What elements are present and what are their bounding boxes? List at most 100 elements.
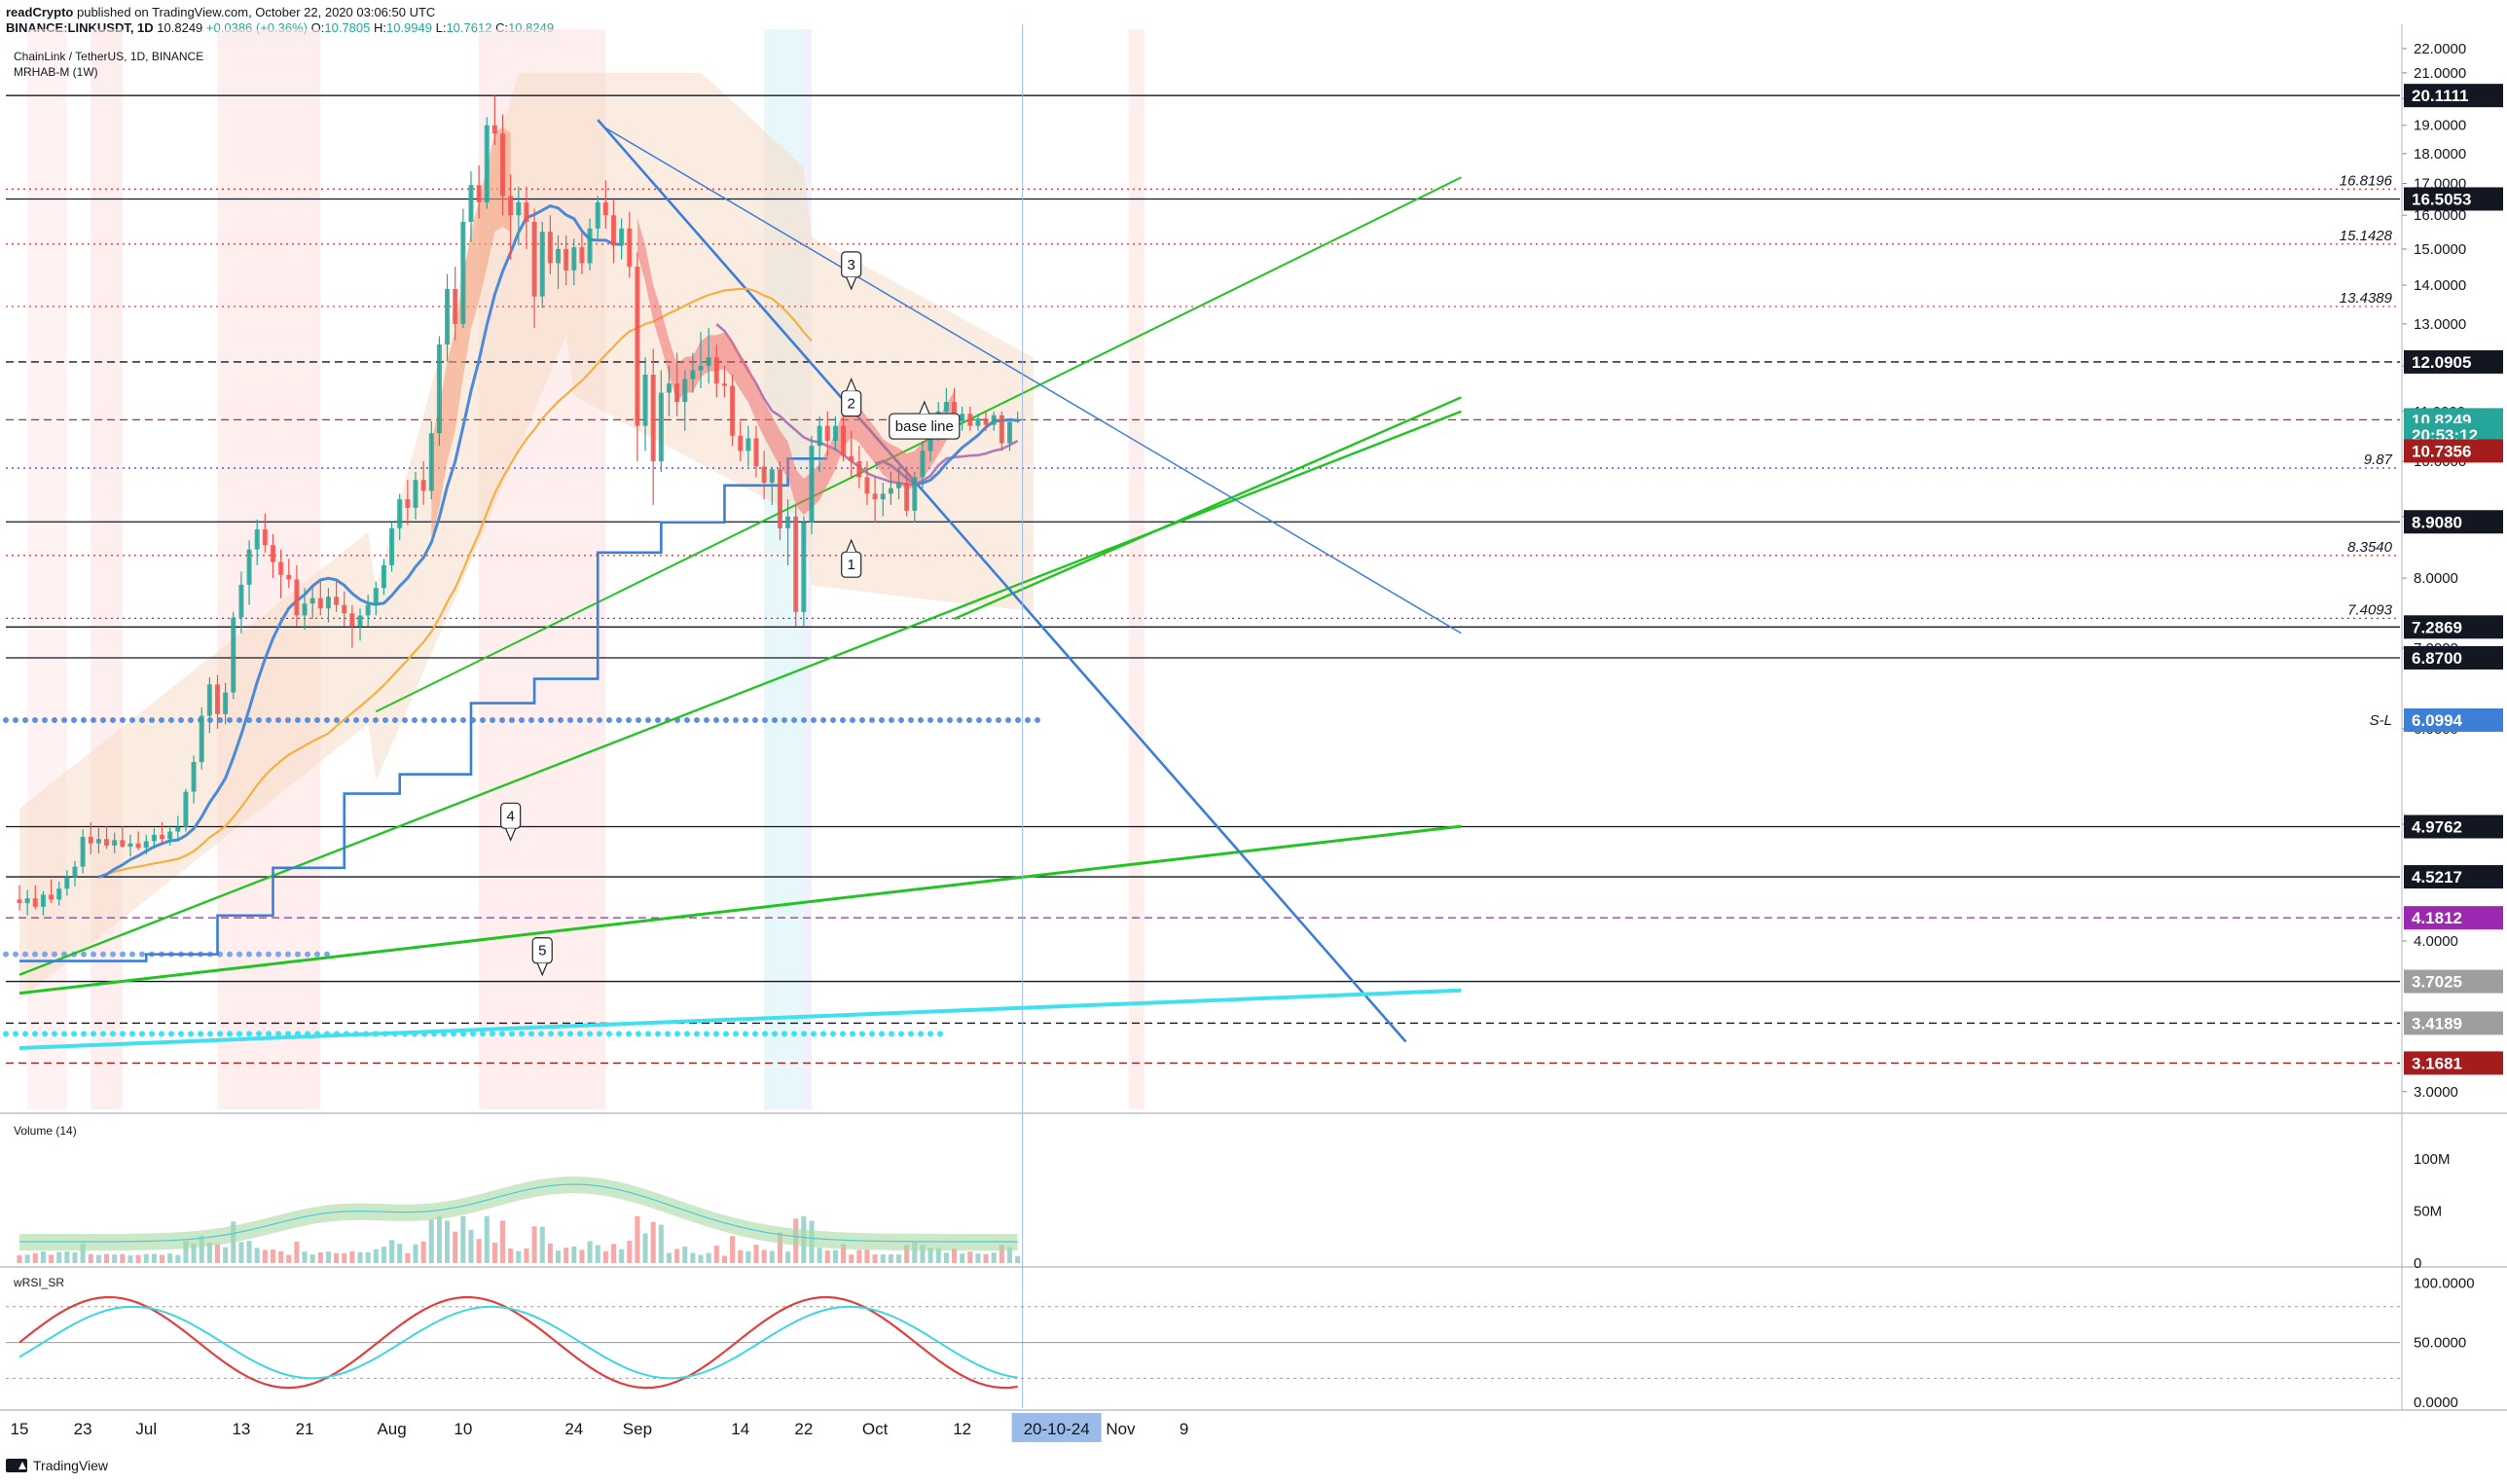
candle-body[interactable]: [587, 228, 593, 264]
candle-body[interactable]: [555, 248, 562, 264]
candle-body[interactable]: [294, 579, 300, 616]
candle-body[interactable]: [635, 267, 640, 426]
candle-body[interactable]: [143, 841, 149, 849]
candle-body[interactable]: [56, 888, 62, 900]
candle-body[interactable]: [24, 898, 30, 904]
candle-body[interactable]: [872, 493, 878, 500]
candle-body[interactable]: [484, 125, 490, 202]
candle-body[interactable]: [832, 425, 838, 441]
candle-body[interactable]: [32, 898, 38, 907]
candle-body[interactable]: [920, 451, 926, 478]
candle-body[interactable]: [904, 483, 910, 511]
candle-body[interactable]: [698, 365, 704, 371]
candle-body[interactable]: [817, 425, 822, 447]
candle-body[interactable]: [95, 839, 101, 844]
candle-body[interactable]: [761, 466, 767, 484]
candle-body[interactable]: [373, 588, 379, 605]
candle-body[interactable]: [436, 344, 442, 434]
candle-body[interactable]: [602, 201, 608, 216]
candle-body[interactable]: [801, 522, 807, 612]
candle-body[interactable]: [357, 615, 363, 627]
candle-body[interactable]: [270, 545, 276, 562]
candle-body[interactable]: [738, 435, 744, 452]
candle-body[interactable]: [254, 529, 260, 550]
candle-body[interactable]: [745, 438, 751, 452]
candle-body[interactable]: [238, 584, 244, 618]
candle-body[interactable]: [730, 385, 736, 436]
candle-body[interactable]: [809, 446, 815, 523]
candle-body[interactable]: [286, 574, 292, 580]
candle-body[interactable]: [309, 597, 315, 604]
candle-body[interactable]: [175, 827, 181, 832]
candle-body[interactable]: [127, 843, 133, 848]
candle-body[interactable]: [135, 843, 141, 849]
candle-body[interactable]: [927, 430, 933, 452]
candle-body[interactable]: [246, 549, 252, 585]
candle-body[interactable]: [682, 379, 688, 403]
candle-body[interactable]: [88, 837, 93, 844]
candle-body[interactable]: [967, 414, 973, 426]
candle-body[interactable]: [199, 715, 204, 763]
candle-body[interactable]: [888, 488, 893, 494]
candle-body[interactable]: [793, 516, 799, 612]
author-name[interactable]: readCrypto: [6, 5, 74, 19]
candle-body[interactable]: [960, 414, 965, 421]
candle-body[interactable]: [325, 597, 331, 609]
candle-body[interactable]: [539, 232, 545, 297]
candle-body[interactable]: [405, 499, 411, 508]
candle-body[interactable]: [334, 597, 340, 605]
candle-body[interactable]: [468, 185, 474, 222]
candle-body[interactable]: [777, 469, 782, 528]
candle-body[interactable]: [167, 831, 173, 840]
candle-body[interactable]: [445, 288, 451, 344]
candle-body[interactable]: [460, 221, 466, 324]
candle-body[interactable]: [206, 684, 212, 716]
candle-body[interactable]: [159, 834, 165, 840]
candle-body[interactable]: [658, 392, 664, 462]
candle-body[interactable]: [690, 370, 696, 380]
candle-body[interactable]: [531, 221, 537, 297]
candle-body[interactable]: [841, 425, 847, 456]
candle-body[interactable]: [278, 561, 284, 575]
candle-body[interactable]: [1006, 421, 1013, 444]
candle-body[interactable]: [856, 461, 862, 478]
candle-body[interactable]: [999, 415, 1004, 444]
candle-body[interactable]: [563, 248, 569, 271]
candle-body[interactable]: [317, 597, 323, 609]
candle-body[interactable]: [991, 415, 997, 425]
candle-body[interactable]: [104, 839, 110, 846]
candle-body[interactable]: [491, 125, 497, 134]
candle-body[interactable]: [428, 433, 434, 491]
candle-body[interactable]: [943, 402, 949, 412]
candle-body[interactable]: [476, 185, 482, 202]
candle-body[interactable]: [706, 357, 711, 366]
candle-body[interactable]: [579, 247, 585, 264]
candle-body[interactable]: [231, 617, 236, 693]
candle-body[interactable]: [151, 834, 157, 842]
candle-body[interactable]: [666, 383, 672, 393]
candle-body[interactable]: [223, 692, 229, 714]
tradingview-footer[interactable]: TradingView: [6, 1458, 108, 1473]
candle-body[interactable]: [508, 196, 514, 216]
candle-body[interactable]: [721, 383, 727, 386]
candle-body[interactable]: [183, 791, 189, 828]
candle-body[interactable]: [619, 228, 625, 246]
candle-body[interactable]: [610, 215, 617, 246]
candle-body[interactable]: [80, 837, 86, 867]
candle-body[interactable]: [864, 477, 870, 494]
candle-body[interactable]: [753, 438, 759, 467]
candle-body[interactable]: [896, 483, 902, 489]
candle-body[interactable]: [983, 418, 989, 425]
candle-body[interactable]: [1015, 419, 1021, 422]
candle-body[interactable]: [880, 493, 886, 500]
candle-body[interactable]: [17, 899, 22, 904]
candle-body[interactable]: [595, 201, 600, 229]
candle-body[interactable]: [40, 894, 46, 907]
candle-body[interactable]: [453, 288, 458, 324]
candle-body[interactable]: [191, 762, 197, 792]
candle-body[interactable]: [975, 418, 981, 426]
candle-body[interactable]: [72, 866, 78, 878]
candle-body[interactable]: [112, 840, 118, 846]
candle-body[interactable]: [214, 684, 221, 714]
